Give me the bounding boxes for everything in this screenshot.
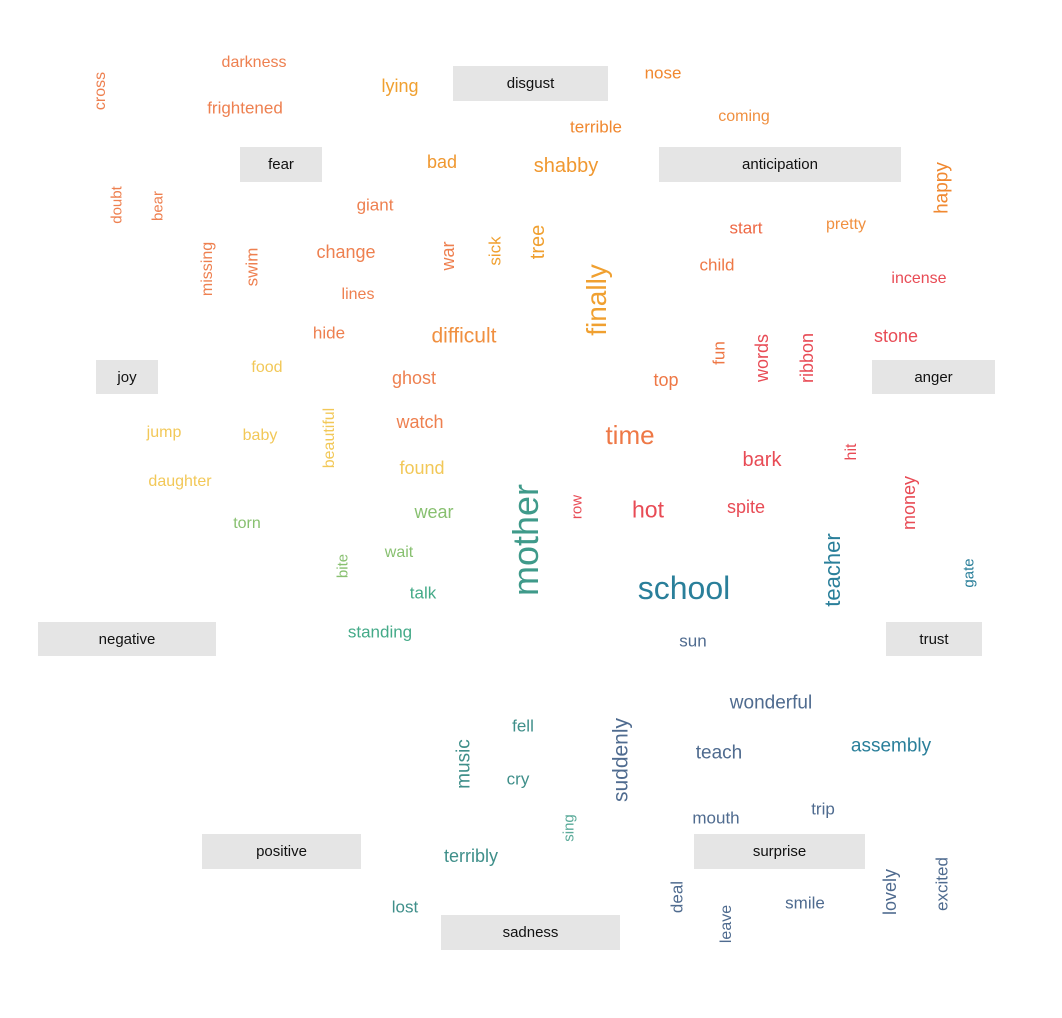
word-missing: missing — [199, 241, 216, 297]
word-tree: tree — [527, 224, 549, 260]
word-doubt: doubt — [108, 186, 126, 224]
word-lines: lines — [341, 286, 375, 303]
word-food: food — [251, 359, 283, 376]
word-deal: deal — [667, 880, 687, 914]
word-beautiful: beautiful — [321, 407, 338, 469]
word-standing: standing — [347, 622, 413, 642]
word-school: school — [637, 570, 731, 606]
category-label-negative: negative — [38, 622, 216, 656]
word-coming: coming — [718, 108, 770, 125]
word-shabby: shabby — [533, 155, 599, 177]
word-child: child — [699, 255, 735, 275]
word-hide: hide — [312, 323, 346, 343]
word-gate: gate — [960, 558, 978, 588]
word-leave: leave — [718, 904, 735, 944]
word-happy: happy — [931, 162, 953, 214]
word-wait: wait — [384, 544, 414, 561]
word-music: music — [453, 739, 475, 789]
category-label-surprise: surprise — [694, 834, 865, 869]
word-wonderful: wonderful — [729, 692, 813, 714]
word-fell: fell — [512, 716, 534, 736]
category-label-anticipation: anticipation — [659, 147, 901, 182]
word-change: change — [316, 242, 376, 262]
category-label-joy: joy — [96, 360, 158, 394]
word-talk: talk — [409, 583, 437, 603]
word-sick: sick — [485, 236, 505, 266]
word-smile: smile — [785, 893, 825, 913]
word-bark: bark — [742, 449, 782, 471]
word-fun: fun — [709, 341, 729, 365]
word-sun: sun — [679, 631, 707, 651]
word-giant: giant — [356, 195, 394, 215]
word-ghost: ghost — [391, 368, 437, 388]
word-war: war — [438, 241, 458, 271]
word-assembly: assembly — [850, 735, 932, 757]
word-sing: sing — [560, 814, 578, 842]
word-bear: bear — [149, 190, 167, 222]
word-lying: lying — [381, 76, 419, 96]
word-trip: trip — [811, 799, 835, 819]
word-watch: watch — [396, 412, 444, 432]
word-teacher: teacher — [820, 533, 845, 607]
word-time: time — [605, 420, 655, 450]
word-hot: hot — [632, 496, 664, 523]
word-frightened: frightened — [207, 98, 283, 118]
category-label-trust: trust — [886, 622, 982, 656]
category-label-positive: positive — [202, 834, 361, 869]
word-terrible: terrible — [570, 117, 622, 137]
word-cross: cross — [92, 71, 109, 111]
word-mother: mother — [505, 483, 546, 597]
word-bad: bad — [426, 152, 458, 172]
word-suddenly: suddenly — [609, 717, 633, 803]
word-difficult: difficult — [431, 324, 497, 348]
category-label-sadness: sadness — [441, 915, 620, 950]
word-row: row — [568, 494, 586, 520]
word-cry: cry — [506, 769, 530, 789]
word-incense: incense — [891, 270, 947, 287]
word-found: found — [399, 458, 445, 478]
word-bite: bite — [334, 553, 352, 579]
word-darkness: darkness — [221, 54, 287, 71]
word-words: words — [752, 333, 772, 383]
word-mouth: mouth — [692, 808, 740, 828]
category-label-disgust: disgust — [453, 66, 608, 101]
word-excited: excited — [932, 857, 952, 911]
word-lovely: lovely — [880, 868, 900, 916]
word-stone: stone — [873, 326, 919, 346]
word-nose: nose — [644, 63, 682, 83]
word-pretty: pretty — [825, 216, 867, 233]
word-terribly: terribly — [443, 846, 499, 866]
word-spite: spite — [726, 497, 766, 517]
word-torn: torn — [233, 515, 261, 532]
category-label-fear: fear — [240, 147, 322, 182]
word-ribbon: ribbon — [797, 332, 817, 384]
word-baby: baby — [242, 427, 278, 444]
word-wear: wear — [414, 502, 454, 522]
word-lost: lost — [391, 897, 419, 917]
word-jump: jump — [146, 424, 182, 441]
word-start: start — [729, 218, 763, 238]
word-swim: swim — [242, 247, 262, 287]
category-label-anger: anger — [872, 360, 995, 394]
word-hit: hit — [843, 443, 860, 461]
word-daughter: daughter — [148, 473, 212, 490]
word-top: top — [653, 370, 679, 390]
word-money: money — [899, 475, 919, 531]
word-teach: teach — [695, 742, 743, 764]
word-finally: finally — [581, 264, 612, 336]
